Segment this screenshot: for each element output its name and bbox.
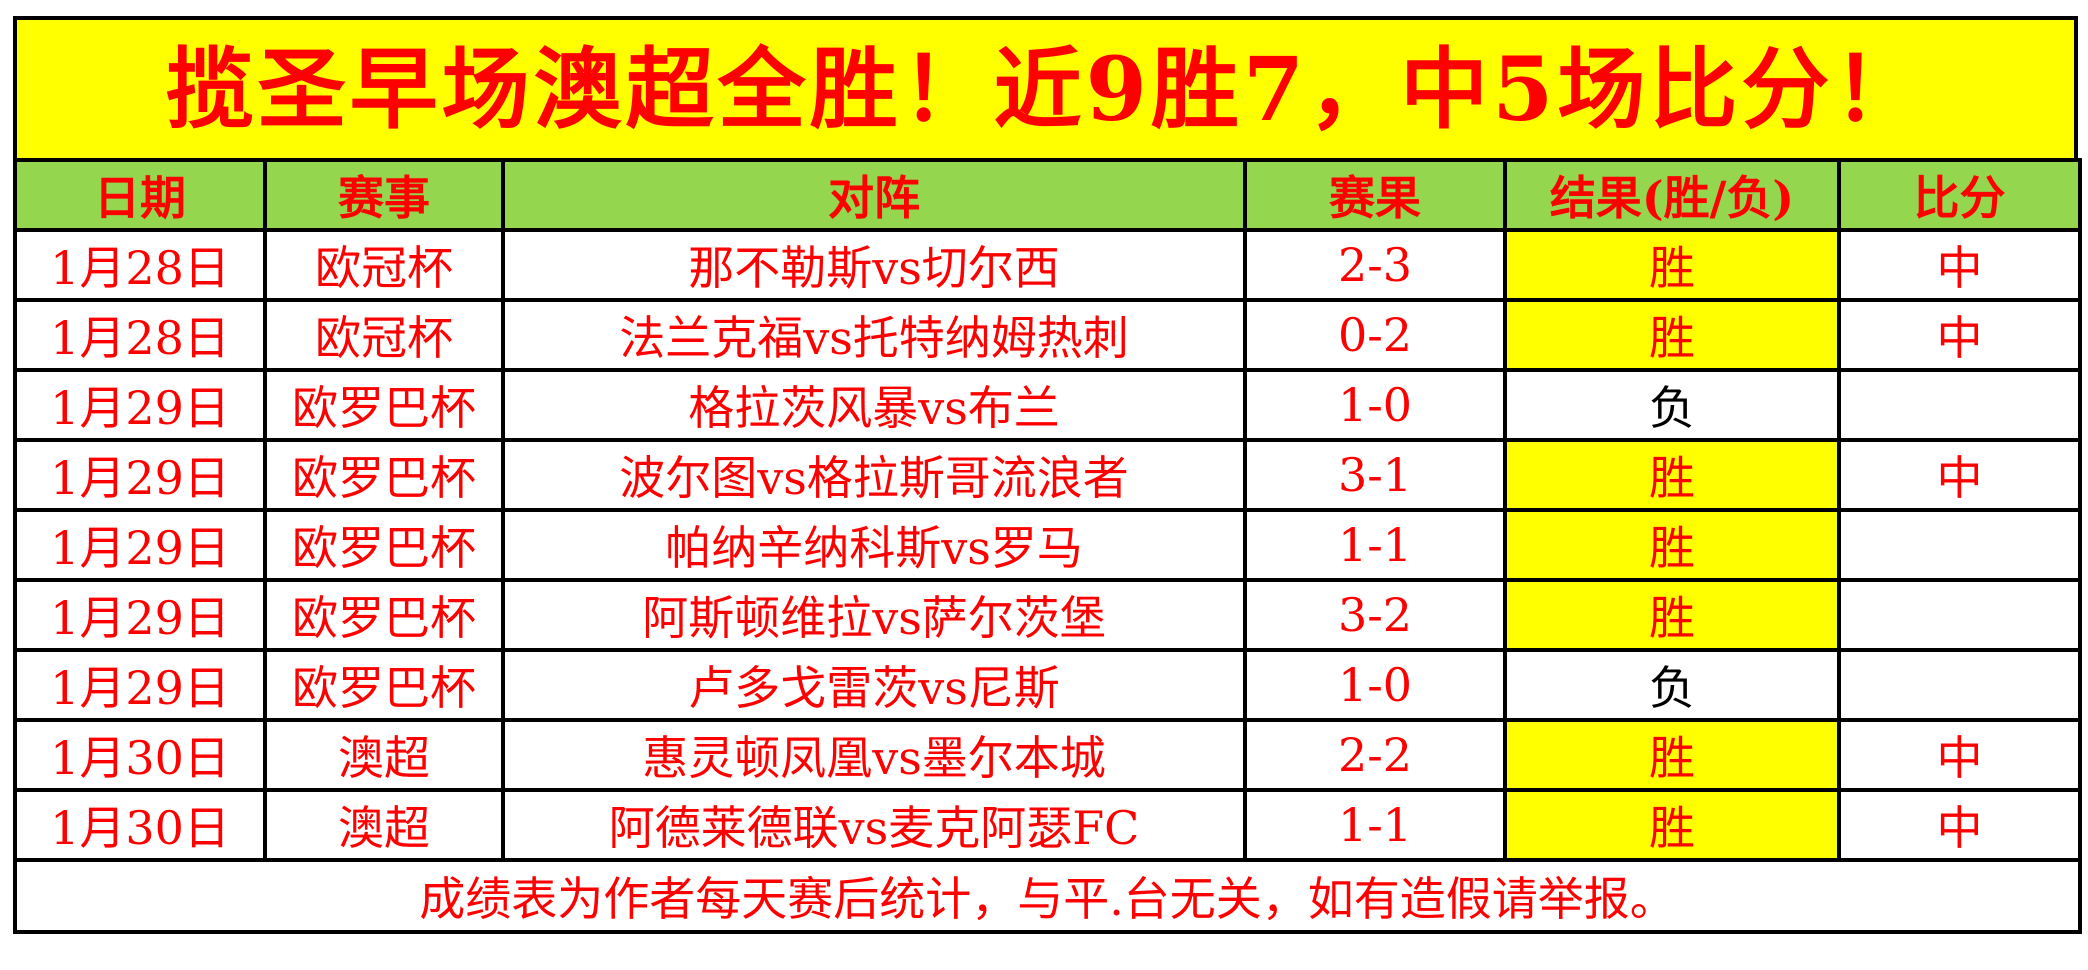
table-row: 1月29日 欧罗巴杯 波尔图vs格拉斯哥流浪者 3-1 胜中 xyxy=(13,438,2082,512)
cell-score: 2-3 xyxy=(1243,228,1507,302)
cell-league: 欧冠杯 xyxy=(263,298,505,372)
cell-score: 1-1 xyxy=(1243,508,1507,582)
col-header-date: 日期 xyxy=(13,158,267,232)
footer-note: 成绩表为作者每天赛后统计，与平.台无关，如有造假请举报。 xyxy=(13,858,2082,934)
cell-score: 1-1 xyxy=(1243,788,1507,862)
table-row: 1月29日 欧罗巴杯 阿斯顿维拉vs萨尔茨堡 3-2 胜 xyxy=(13,578,2082,652)
cell-league: 欧罗巴杯 xyxy=(263,438,505,512)
cell-hit: 中 xyxy=(1837,438,2082,512)
cell-match: 波尔图vs格拉斯哥流浪者 xyxy=(501,438,1247,512)
col-header-score: 赛果 xyxy=(1243,158,1507,232)
results-table-body: 1月28日 欧冠杯 那不勒斯vs切尔西 2-3 胜中 1月28日 欧冠杯 法兰克福vs托特纳姆… xyxy=(13,228,2082,862)
title-banner: 揽圣早场澳超全胜！近9胜7，中5场比分！ xyxy=(13,16,2078,162)
cell-league: 欧罗巴杯 xyxy=(263,648,505,722)
table-row: 1月28日 欧冠杯 法兰克福vs托特纳姆热刺 0-2 胜中 xyxy=(13,298,2082,372)
cell-match: 法兰克福vs托特纳姆热刺 xyxy=(501,298,1247,372)
table-row: 1月30日 澳超 阿德莱德联vs麦克阿瑟FC 1-1 胜中 xyxy=(13,788,2082,862)
cell-match: 阿德莱德联vs麦克阿瑟FC xyxy=(501,788,1247,862)
cell-league: 澳超 xyxy=(263,788,505,862)
header-row: 日期 赛事 对阵 赛果 结果(胜/负) 比分 xyxy=(13,158,2082,232)
footer-row: 成绩表为作者每天赛后统计，与平.台无关，如有造假请举报。 xyxy=(13,858,2082,934)
cell-match: 惠灵顿凤凰vs墨尔本城 xyxy=(501,718,1247,792)
cell-hit xyxy=(1837,578,2082,652)
cell-date: 1月30日 xyxy=(13,788,267,862)
cell-league: 欧罗巴杯 xyxy=(263,578,505,652)
table-row: 1月29日 欧罗巴杯 格拉茨风暴vs布兰 1-0 负 xyxy=(13,368,2082,442)
cell-hit xyxy=(1837,508,2082,582)
cell-hit: 中 xyxy=(1837,788,2082,862)
cell-result: 胜 xyxy=(1503,578,1841,652)
cell-result: 胜 xyxy=(1503,788,1841,862)
cell-date: 1月28日 xyxy=(13,298,267,372)
cell-match: 那不勒斯vs切尔西 xyxy=(501,228,1247,302)
cell-hit xyxy=(1837,368,2082,442)
cell-result: 胜 xyxy=(1503,298,1841,372)
cell-score: 3-1 xyxy=(1243,438,1507,512)
page-title: 揽圣早场澳超全胜！近9胜7，中5场比分！ xyxy=(165,37,1926,141)
cell-league: 欧罗巴杯 xyxy=(263,508,505,582)
cell-date: 1月29日 xyxy=(13,648,267,722)
table-row: 1月28日 欧冠杯 那不勒斯vs切尔西 2-3 胜中 xyxy=(13,228,2082,302)
table-row: 1月30日 澳超 惠灵顿凤凰vs墨尔本城 2-2 胜中 xyxy=(13,718,2082,792)
cell-result: 胜 xyxy=(1503,438,1841,512)
cell-result: 胜 xyxy=(1503,228,1841,302)
cell-match: 格拉茨风暴vs布兰 xyxy=(501,368,1247,442)
cell-date: 1月29日 xyxy=(13,578,267,652)
cell-hit: 中 xyxy=(1837,718,2082,792)
cell-result: 胜 xyxy=(1503,508,1841,582)
cell-date: 1月29日 xyxy=(13,368,267,442)
cell-score: 1-0 xyxy=(1243,648,1507,722)
cell-result: 胜 xyxy=(1503,718,1841,792)
results-table: 日期 赛事 对阵 赛果 结果(胜/负) 比分 1月28日 欧冠杯 那不勒斯vs切尔西… xyxy=(13,158,2082,934)
cell-result: 负 xyxy=(1503,368,1841,442)
cell-result: 负 xyxy=(1503,648,1841,722)
table-row: 1月29日 欧罗巴杯 卢多戈雷茨vs尼斯 1-0 负 xyxy=(13,648,2082,722)
col-header-league: 赛事 xyxy=(263,158,505,232)
cell-hit: 中 xyxy=(1837,298,2082,372)
cell-date: 1月29日 xyxy=(13,508,267,582)
cell-date: 1月30日 xyxy=(13,718,267,792)
cell-score: 2-2 xyxy=(1243,718,1507,792)
cell-match: 卢多戈雷茨vs尼斯 xyxy=(501,648,1247,722)
table-row: 1月29日 欧罗巴杯 帕纳辛纳科斯vs罗马 1-1 胜 xyxy=(13,508,2082,582)
cell-league: 欧冠杯 xyxy=(263,228,505,302)
cell-date: 1月28日 xyxy=(13,228,267,302)
cell-match: 帕纳辛纳科斯vs罗马 xyxy=(501,508,1247,582)
cell-score: 3-2 xyxy=(1243,578,1507,652)
col-header-hit: 比分 xyxy=(1837,158,2082,232)
cell-score: 1-0 xyxy=(1243,368,1507,442)
cell-hit xyxy=(1837,648,2082,722)
cell-hit: 中 xyxy=(1837,228,2082,302)
col-header-match: 对阵 xyxy=(501,158,1247,232)
col-header-result: 结果(胜/负) xyxy=(1503,158,1841,232)
cell-league: 欧罗巴杯 xyxy=(263,368,505,442)
cell-match: 阿斯顿维拉vs萨尔茨堡 xyxy=(501,578,1247,652)
cell-date: 1月29日 xyxy=(13,438,267,512)
cell-score: 0-2 xyxy=(1243,298,1507,372)
cell-league: 澳超 xyxy=(263,718,505,792)
